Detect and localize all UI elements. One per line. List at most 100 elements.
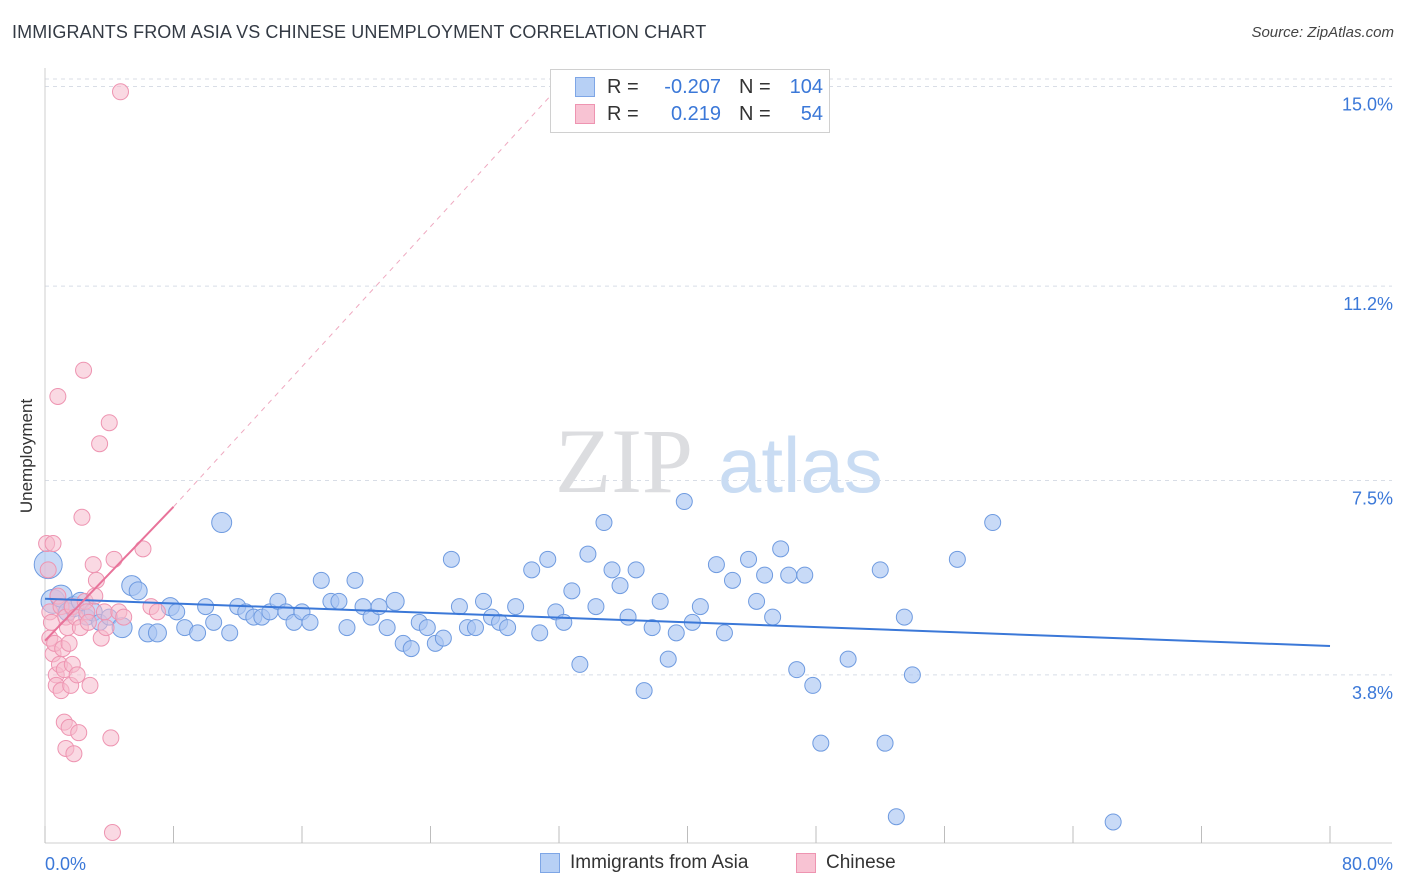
data-point-asia	[603, 561, 621, 579]
watermark-zip: ZIP	[555, 410, 693, 512]
data-point-asia	[740, 550, 758, 568]
bottom-legend-label-asia: Immigrants from Asia	[570, 852, 749, 873]
data-point-chinese	[65, 745, 83, 763]
data-point-asia	[434, 629, 452, 647]
data-point-chinese	[111, 83, 129, 101]
data-point-asia	[887, 808, 905, 826]
data-point-asia	[531, 624, 549, 642]
x-tick-label-min: 0.0%	[45, 854, 86, 874]
data-point-asia	[772, 540, 790, 558]
x-tick-labels: 0.0% 80.0%	[45, 854, 1393, 874]
x-tick-label-max: 80.0%	[1342, 854, 1393, 874]
data-point-asia	[948, 550, 966, 568]
bottom-legend-chinese: Chinese	[796, 852, 896, 874]
trend-line-asia	[44, 597, 1331, 647]
bottom-legend-label-chinese: Chinese	[826, 852, 896, 873]
data-point-asia	[128, 581, 148, 601]
data-point-asia	[499, 619, 517, 637]
watermark: ZIP atlas	[555, 410, 883, 512]
data-point-asia	[876, 734, 894, 752]
series-chinese	[38, 83, 166, 841]
data-point-asia	[312, 571, 330, 589]
data-point-asia	[707, 556, 725, 574]
correlation-legend: R = -0.207 N = 104 R = 0.219 N = 54	[550, 69, 830, 133]
grid-lines	[45, 78, 1392, 676]
data-point-chinese	[75, 361, 93, 379]
data-point-asia	[764, 608, 782, 626]
data-point-asia	[871, 561, 889, 579]
trend-lines	[44, 86, 1331, 647]
bottom-legend-swatch-chinese	[796, 853, 816, 873]
data-point-asia	[330, 592, 348, 610]
data-point-asia	[619, 608, 637, 626]
data-point-asia	[635, 682, 653, 700]
data-point-chinese	[100, 414, 118, 432]
data-point-chinese	[49, 387, 67, 405]
data-point-chinese	[134, 540, 152, 558]
data-point-asia	[539, 550, 557, 568]
data-point-asia	[301, 613, 319, 631]
legend-r-value: -0.207	[664, 75, 721, 98]
data-point-asia	[579, 545, 597, 563]
data-point-asia	[378, 619, 396, 637]
data-point-asia	[221, 624, 239, 642]
data-point-asia	[442, 550, 460, 568]
data-point-asia	[346, 571, 364, 589]
data-point-chinese	[70, 724, 88, 742]
data-point-chinese	[97, 619, 115, 637]
y-tick-label: 3.8%	[1352, 683, 1393, 703]
y-axis-label: Unemployment	[17, 399, 36, 514]
legend-n-label: N =	[739, 75, 771, 98]
data-point-chinese	[91, 435, 109, 453]
legend-n-value: 104	[789, 75, 823, 98]
data-point-asia	[748, 592, 766, 610]
legend-n-label: N =	[739, 102, 771, 125]
data-point-asia	[595, 514, 613, 532]
data-point-asia	[402, 640, 420, 658]
data-point-chinese	[115, 608, 133, 626]
data-point-asia	[338, 619, 356, 637]
data-point-asia	[903, 666, 921, 684]
data-point-asia	[168, 603, 186, 621]
data-point-asia	[571, 655, 589, 673]
series-immigrants-from-asia	[33, 493, 1122, 831]
data-point-chinese	[81, 676, 99, 694]
data-point-asia	[450, 598, 468, 616]
data-point-asia	[715, 624, 733, 642]
legend-n-value: 54	[800, 102, 823, 125]
data-point-chinese	[84, 556, 102, 574]
data-point-asia	[723, 571, 741, 589]
data-point-asia	[651, 592, 669, 610]
data-point-asia	[659, 650, 677, 668]
data-point-asia	[895, 608, 913, 626]
data-point-chinese	[105, 550, 123, 568]
data-point-asia	[611, 577, 629, 595]
data-point-asia	[475, 592, 493, 610]
data-point-asia	[211, 512, 233, 534]
data-point-asia	[780, 566, 798, 584]
data-point-asia	[197, 598, 215, 616]
data-point-chinese	[148, 603, 166, 621]
data-point-chinese	[103, 823, 121, 841]
data-point-asia	[189, 624, 207, 642]
legend-r-value: 0.219	[670, 102, 721, 125]
bottom-legend-asia: Immigrants from Asia	[540, 852, 748, 874]
data-point-asia	[147, 623, 167, 643]
legend-r-label: R =	[607, 75, 639, 98]
data-point-asia	[563, 582, 581, 600]
y-tick-label: 7.5%	[1352, 489, 1393, 509]
data-point-asia	[507, 598, 525, 616]
y-tick-label: 11.2%	[1343, 294, 1393, 314]
data-point-asia	[756, 566, 774, 584]
legend-r-label: R =	[607, 102, 639, 125]
trend-line-chinese-extension	[173, 86, 560, 508]
data-point-chinese	[73, 508, 91, 526]
data-point-asia	[523, 561, 541, 579]
data-point-asia	[839, 650, 857, 668]
data-point-asia	[667, 624, 685, 642]
axes	[44, 68, 1392, 844]
data-point-asia	[812, 734, 830, 752]
chart-title: IMMIGRANTS FROM ASIA VS CHINESE UNEMPLOY…	[12, 22, 707, 42]
legend-row-asia: R = -0.207 N = 104	[575, 75, 823, 99]
